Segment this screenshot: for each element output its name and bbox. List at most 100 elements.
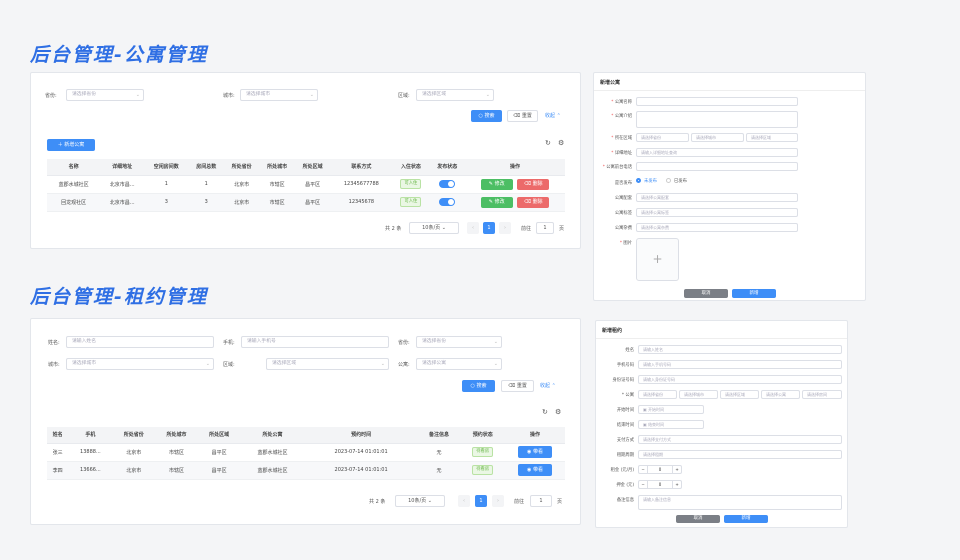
table-row: 回龙观社区 北京市昌... 3 3 北京市 市辖区 昌平区 12345678 可… [47,193,565,212]
apartment-select[interactable]: 请选择公寓 [761,390,800,399]
lease-section-title: 后台管理-租约管理 [30,286,208,308]
view-button[interactable]: ◉ 带看 [518,446,552,458]
end-date-picker[interactable]: ▣ 结束时间 [638,420,704,429]
column-header: 所处省份 [112,427,156,444]
district-select[interactable]: 请选择区域 ⌄ [266,358,389,370]
view-button[interactable]: ◉ 带看 [518,464,552,476]
phone-input[interactable] [636,162,798,171]
deposit-stepper[interactable]: −0 + [638,480,682,489]
publish-toggle[interactable] [439,180,456,188]
reset-button[interactable]: ⌫ 重置 [507,110,538,122]
calendar-icon: ▣ [643,422,649,427]
table-row: 蓝郡水城社区 北京市昌... 1 1 北京市 市辖区 昌平区 123456777… [47,175,565,194]
fee-select[interactable]: 请选择公寓杂费 [636,223,798,232]
city-select[interactable]: 请选择城市 ⌄ [66,358,214,370]
city-select[interactable]: 请选择城市 ⌄ [240,89,318,101]
city-select[interactable]: 请选择城市 [679,390,718,399]
search-icon: ○ [470,383,477,389]
goto-page-input[interactable]: 1 [536,222,554,234]
column-header: 备注信息 [417,427,461,444]
status-badge: 可入住 [400,197,422,207]
add-apartment-button[interactable]: ＋ 新增公寓 [47,139,95,151]
goto-page-input[interactable]: 1 [530,495,552,507]
refresh-icon[interactable]: ↻ [545,139,551,147]
edit-button[interactable]: ✎ 修改 [480,178,513,190]
current-page[interactable]: 1 [483,222,495,234]
district-filter-label: 区域: [398,93,410,99]
remark-textarea[interactable]: 请输入备注信息 [638,495,842,510]
total-count: 共 2 条 [385,226,402,232]
column-header: 预约状态 [460,427,505,444]
apartment-select[interactable]: 请选择公寓 ⌄ [416,358,502,370]
edit-button[interactable]: ✎ 修改 [480,196,513,208]
district-select[interactable]: 请选择区域 ⌄ [416,89,494,101]
reset-button[interactable]: ⌫ 重置 [501,380,534,392]
district-select[interactable]: 请选择区域 [746,133,798,142]
column-header: 所处城市 [155,427,198,444]
confirm-add-button[interactable]: 新增 [732,289,776,298]
facility-select[interactable]: 请选择公寓配套 [636,193,798,202]
chevron-down-icon: ⌄ [309,92,314,98]
calendar-icon: ▣ [643,407,649,412]
apartment-intro-textarea[interactable] [636,111,798,128]
column-header: 所处区域 [197,427,241,444]
publish-toggle[interactable] [439,198,456,206]
collapse-link[interactable]: 收起 ⌃ [540,383,556,389]
refresh-icon[interactable]: ↻ [542,408,548,416]
province-select[interactable]: 请选择省份 [638,390,677,399]
term-select[interactable]: 请选择租期 [638,450,842,459]
next-page-button[interactable]: › [492,495,504,507]
confirm-add-button[interactable]: 新增 [724,515,768,523]
trash-icon: ⌫ [508,383,517,389]
phone-input[interactable]: 请输入手机号码 [638,360,842,369]
payment-select[interactable]: 请选择支付方式 [638,435,842,444]
publish-radio-published[interactable]: 已发布 [666,178,687,184]
tag-select[interactable]: 请选择公寓标签 [636,208,798,217]
trash-icon: ⌫ [513,113,522,119]
start-date-picker[interactable]: ▣ 开始时间 [638,405,704,414]
province-select[interactable]: 请选择省份 [636,133,689,142]
province-filter-label: 省份: [45,93,57,99]
page-size-select[interactable]: 10条/页 ⌄ [395,495,445,507]
phone-input[interactable]: 请输入手机号 [241,336,389,348]
goto-label: 前往 [514,499,525,505]
search-button[interactable]: ○ 搜索 [471,110,502,122]
current-page[interactable]: 1 [475,495,487,507]
rent-stepper[interactable]: −0 + [638,465,682,474]
tenant-name-input[interactable]: 请输入姓名 [638,345,842,354]
address-input[interactable]: 请输入详细地址查询 [636,148,798,157]
table-row: 张三 13888... 北京市 市辖区 昌平区 蓝郡水城社区 2023-07-1… [47,443,565,462]
publish-radio-unpublished[interactable]: 未发布 [636,178,657,184]
district-select[interactable]: 请选择区域 [720,390,759,399]
cancel-button[interactable]: 取消 [684,289,728,298]
delete-button[interactable]: ⌫ 删除 [517,178,550,190]
eye-icon: ◉ [527,467,533,473]
column-header: 发布状态 [429,159,465,176]
column-header: 手机 [68,427,113,444]
settings-icon[interactable]: ⚙ [555,408,562,416]
column-header: 详细地址 [100,159,145,176]
image-upload-plus-icon[interactable]: + [636,238,679,281]
city-select[interactable]: 请选择城市 [691,133,744,142]
province-select[interactable]: 请选择省份 ⌄ [416,336,502,348]
prev-page-button[interactable]: ‹ [458,495,470,507]
settings-icon[interactable]: ⚙ [558,139,565,147]
prev-page-button[interactable]: ‹ [467,222,479,234]
status-badge: 可入住 [400,179,422,189]
page-size-select[interactable]: 10条/页 ⌄ [409,222,459,234]
apartment-name-input[interactable] [636,97,798,106]
next-page-button[interactable]: › [499,222,511,234]
column-header: 操作 [505,427,565,444]
collapse-link[interactable]: 收起 ⌃ [545,113,561,119]
id-number-input[interactable]: 请输入身份证号码 [638,375,842,384]
search-icon: ○ [478,113,485,119]
province-select[interactable]: 请选择省份 ⌄ [66,89,144,101]
dialog-title: 新增租约 [602,328,623,334]
total-count: 共 2 条 [369,499,386,505]
search-button[interactable]: ○ 搜索 [462,380,495,392]
delete-button[interactable]: ⌫ 删除 [517,196,550,208]
cancel-button[interactable]: 取消 [676,515,720,523]
room-select[interactable]: 请选择房间 [802,390,842,399]
name-input[interactable]: 请输入姓名 [66,336,214,348]
column-header: 联系方式 [330,159,393,176]
